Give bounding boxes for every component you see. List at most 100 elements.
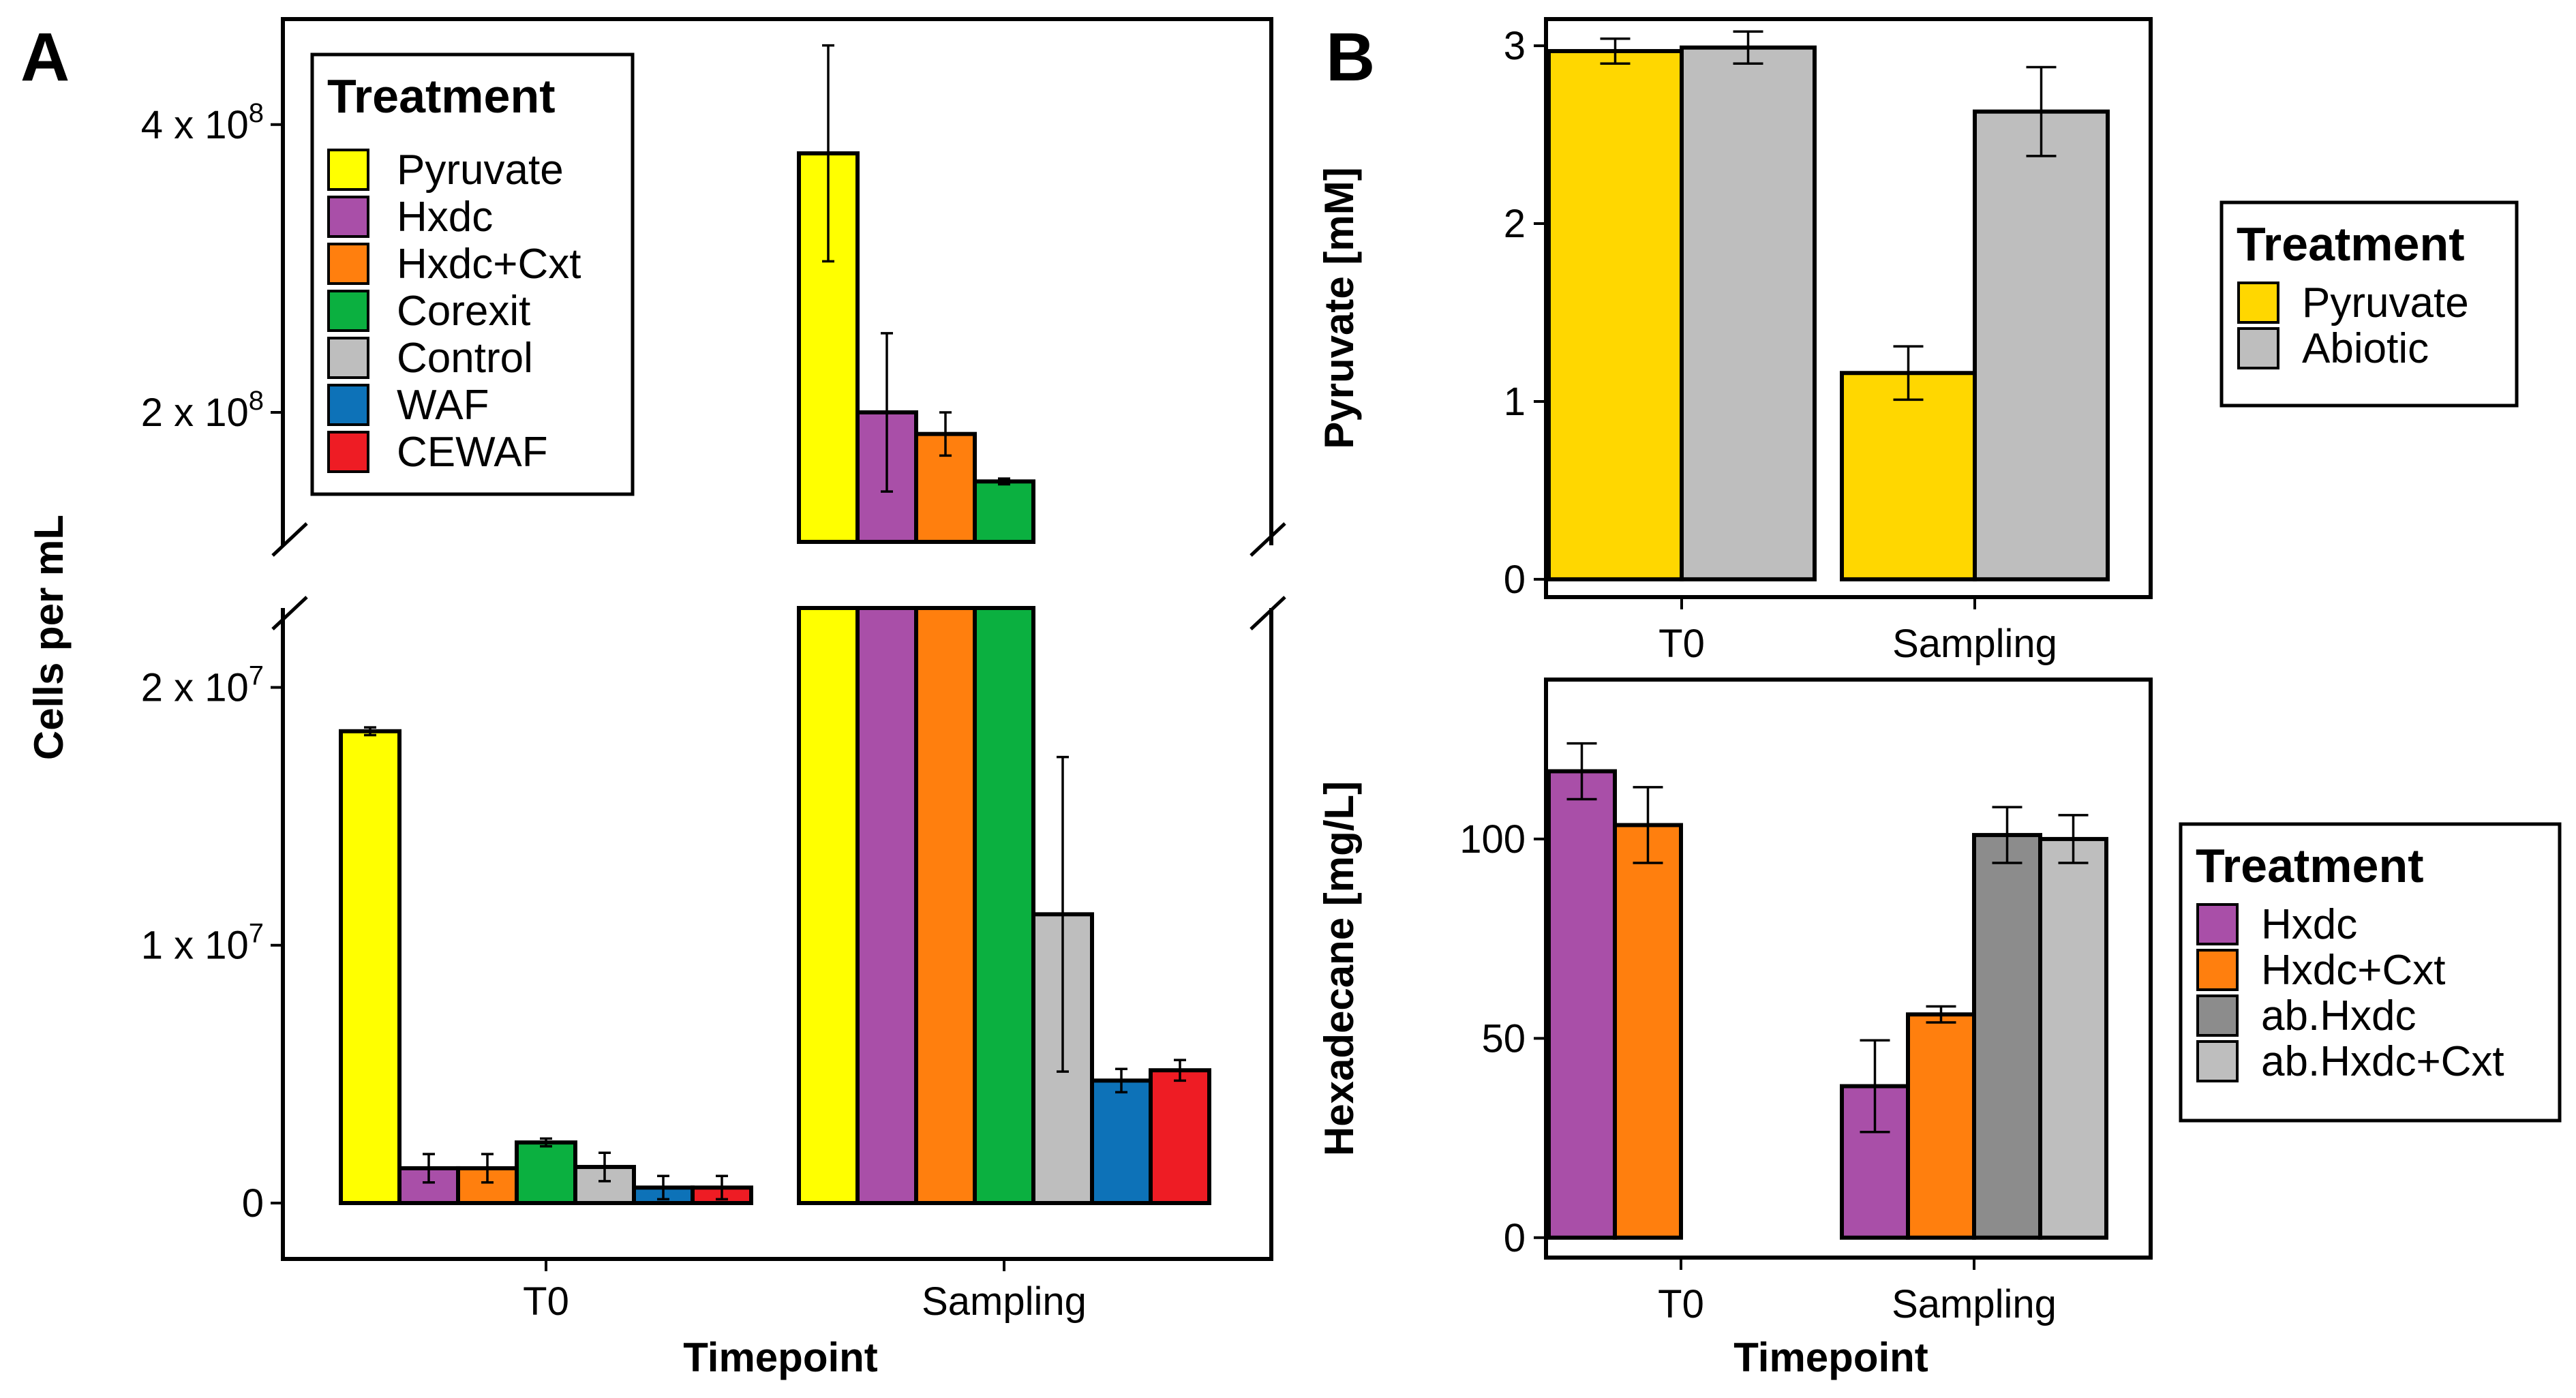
legend-label-waf: WAF xyxy=(397,382,489,429)
error-bar xyxy=(998,477,1010,486)
bar-pyruvate-t0 xyxy=(1547,48,1684,581)
chart-a: 0 1 x 107 2 x 107 2 x 108 4 x 108 T0 Sampling C… xyxy=(26,17,1286,1324)
legend-label-hxdc: Hxdc xyxy=(2261,901,2357,948)
plot-frame-b1 xyxy=(1544,17,2153,599)
bar-hxdc-cxt-sampling-lower xyxy=(914,606,977,1205)
y-tick-label: 1 x 107 xyxy=(141,919,264,968)
y-tick-label: 0 xyxy=(1504,1216,1526,1260)
legend-label-cewaf: CEWAF xyxy=(397,429,548,476)
legend-label-pyruvate: Pyruvate xyxy=(397,147,564,194)
y-tick-label: 4 x 108 xyxy=(141,98,264,147)
bar-ab-hxdc-cxt-sampling xyxy=(2038,836,2108,1240)
y-tick-label: 0 xyxy=(1504,558,1526,602)
error-bar xyxy=(1860,1039,1890,1134)
bar-hxdc-cxt-sampling xyxy=(1906,1012,1976,1240)
legend-swatch-ab-hxdc xyxy=(2196,994,2239,1037)
error-bar xyxy=(540,1137,552,1148)
legend-label-corexit: Corexit xyxy=(397,288,530,335)
bar-corexit-sampling-lower xyxy=(973,606,1035,1205)
y-tick-label: 0 xyxy=(242,1181,264,1226)
error-bar xyxy=(657,1174,669,1201)
y-axis-title-b2: Hexadecane [mg/L] xyxy=(1316,781,1362,1156)
legend-swatch-corexit xyxy=(327,290,369,332)
bar-pyruvate-t0 xyxy=(339,729,401,1205)
legend-title: Treatment xyxy=(327,70,556,123)
error-bar xyxy=(598,1151,611,1183)
error-bar xyxy=(2058,814,2089,864)
legend-label-abiotic: Abiotic xyxy=(2302,325,2429,372)
error-bar xyxy=(1057,755,1069,1073)
legend-swatch-cewaf xyxy=(327,431,369,473)
x-tick-label: Sampling xyxy=(1892,1282,2057,1326)
plot-frame-a xyxy=(281,17,1273,1261)
bar-corexit-t0 xyxy=(515,1140,577,1205)
error-bar xyxy=(939,411,952,457)
error-bar xyxy=(423,1153,435,1184)
panel-label-b: B xyxy=(1326,19,1375,95)
bar-abiotic-t0 xyxy=(1680,45,1817,581)
error-bar xyxy=(1733,30,1763,65)
legend-label-hxdc: Hxdc xyxy=(397,194,493,241)
bar-waf-sampling xyxy=(1090,1078,1153,1205)
bar-cewaf-sampling xyxy=(1149,1068,1211,1206)
y-tick-label: 100 xyxy=(1459,817,1526,862)
error-bar xyxy=(1633,786,1663,864)
legend-swatch-pyruvate xyxy=(2237,282,2279,324)
y-tick-label: 3 xyxy=(1504,24,1526,68)
error-bar xyxy=(1926,1005,1956,1024)
error-bar xyxy=(716,1174,728,1201)
bar-hxdc-sampling-lower xyxy=(855,606,918,1205)
y-tick-label: 2 x 108 xyxy=(141,386,264,435)
legend-swatch-ab-hxdc-cxt xyxy=(2196,1040,2239,1082)
axis-break-mark xyxy=(271,522,308,557)
y-tick-label: 2 xyxy=(1504,202,1526,246)
legend-swatch-abiotic xyxy=(2237,327,2279,369)
error-bar xyxy=(1566,742,1597,801)
x-axis-title-b: Timepoint xyxy=(1733,1335,1928,1380)
error-bar xyxy=(364,726,376,737)
axis-break-gap xyxy=(269,545,1285,608)
plot-frame-b2 xyxy=(1544,678,2153,1260)
legend-swatch-hxdc xyxy=(327,196,369,238)
x-tick-label: T0 xyxy=(523,1279,569,1324)
x-tick-label: T0 xyxy=(1658,622,1705,666)
bar-hxdc-cxt-t0 xyxy=(1613,823,1683,1240)
legend-swatch-hxdc xyxy=(2196,903,2239,945)
legend-swatch-waf xyxy=(327,384,369,426)
bar-pyruvate-sampling-lower xyxy=(797,606,860,1205)
axis-break-mark xyxy=(271,596,308,630)
axis-break-mark xyxy=(1249,522,1286,557)
legend-swatch-pyruvate xyxy=(327,149,369,191)
x-tick-label: Sampling xyxy=(1892,622,2057,666)
y-axis-title-b1: Pyruvate [mM] xyxy=(1316,167,1362,449)
error-bar xyxy=(1600,37,1631,65)
x-tick-label: T0 xyxy=(1658,1282,1704,1326)
chart-b-hexadecane: 0 50 100 T0 Sampling Hexadecane [mg/L] Treatme… xyxy=(1316,678,2562,1326)
bar-corexit-sampling-upper xyxy=(973,479,1035,544)
legend-swatch-hxdc-cxt xyxy=(327,243,369,285)
y-tick-label: 1 xyxy=(1504,380,1526,424)
error-bar xyxy=(1893,345,1924,401)
error-bar xyxy=(881,332,893,493)
legend-label-hxdc-cxt: Hxdc+Cxt xyxy=(2261,947,2445,994)
legend-label-ab-hxdc-cxt: ab.Hxdc+Cxt xyxy=(2261,1038,2504,1085)
error-bar xyxy=(1992,806,2022,864)
legend-label-control: Control xyxy=(397,335,533,382)
legend-a: Treatment PyruvateHxdcHxdc+CxtCorexitCont… xyxy=(310,52,635,496)
panel-label-a: A xyxy=(20,19,70,95)
axis-break-mark xyxy=(1249,596,1286,630)
legend-label-pyruvate: Pyruvate xyxy=(2302,279,2469,326)
bar-ab-hxdc-sampling xyxy=(1972,833,2042,1240)
legend-label-ab-hxdc: ab.Hxdc xyxy=(2261,992,2416,1039)
error-bar xyxy=(1174,1059,1186,1082)
legend-label-hxdc-cxt: Hxdc+Cxt xyxy=(397,241,581,288)
legend-title: Treatment xyxy=(2196,839,2424,892)
legend-swatch-control xyxy=(327,337,369,379)
x-tick-label: Sampling xyxy=(922,1279,1087,1324)
legend-swatch-hxdc-cxt xyxy=(2196,949,2239,991)
error-bar xyxy=(2026,65,2057,157)
y-tick-label: 50 xyxy=(1481,1016,1526,1061)
